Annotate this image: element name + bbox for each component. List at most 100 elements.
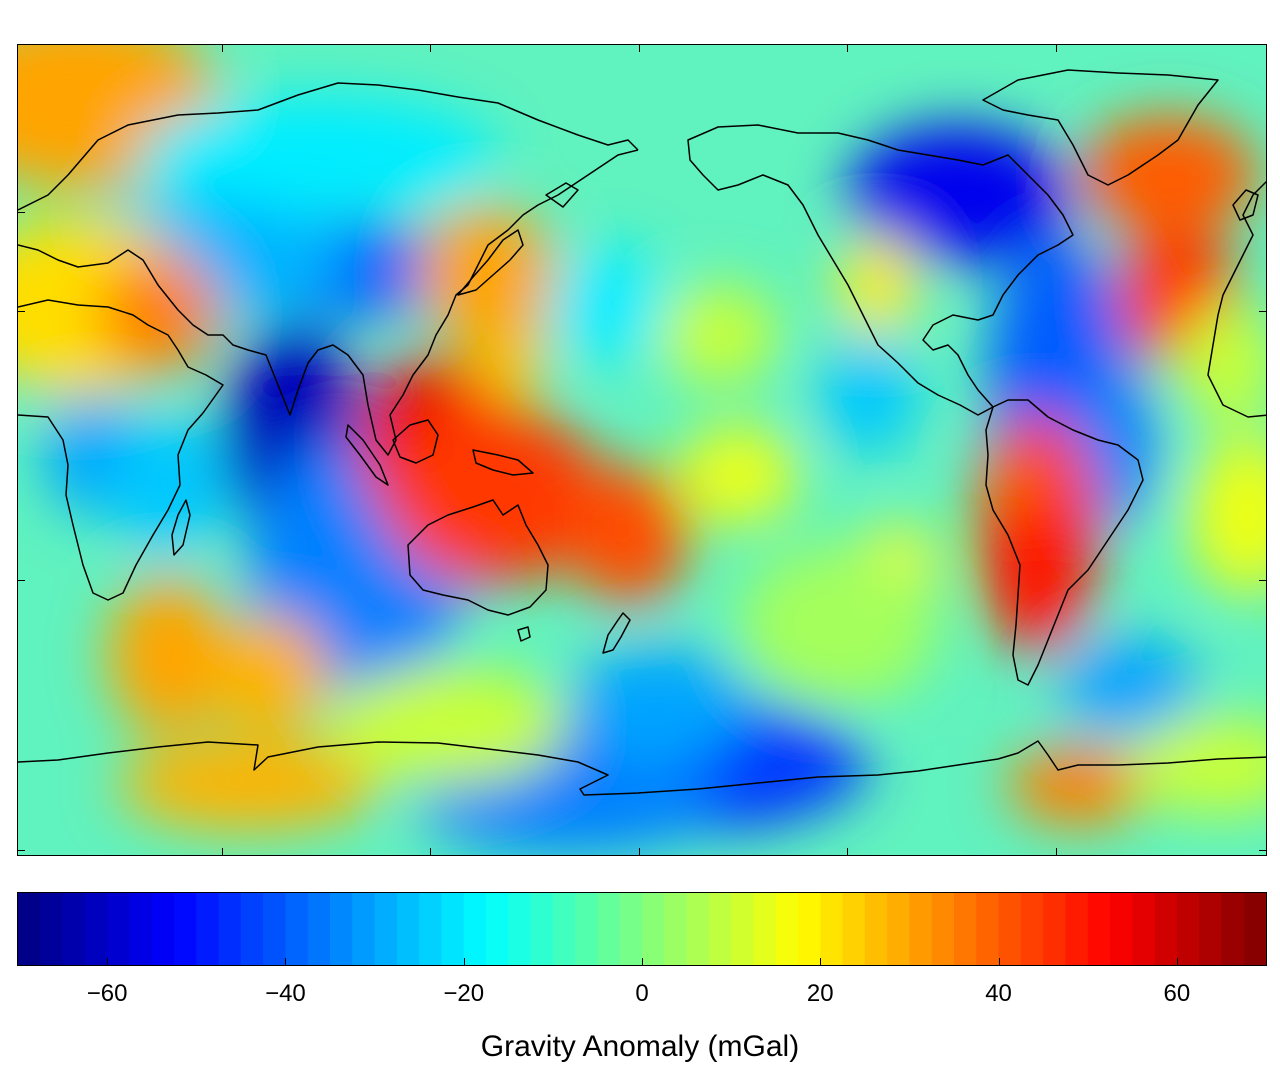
- anomaly-blob: [208, 615, 328, 735]
- anomaly-blob: [1128, 715, 1266, 815]
- colorbar-step: [196, 893, 220, 965]
- colorbar-step: [664, 893, 688, 965]
- colorbar-step: [864, 893, 888, 965]
- colorbar-tick-label: −20: [443, 980, 485, 1007]
- colorbar-step: [352, 893, 376, 965]
- anomaly-blob: [328, 665, 568, 785]
- coastlines: [18, 69, 1266, 796]
- coast-borneo: [392, 419, 439, 464]
- anomaly-blob: [108, 575, 228, 735]
- colorbar-step: [842, 893, 866, 965]
- map-tick-bottom: [847, 848, 848, 856]
- colorbar-tick-label: 40: [985, 980, 1012, 1007]
- coast-north-america: [687, 124, 1074, 416]
- colorbar-step: [1243, 893, 1266, 965]
- colorbar-tick-label: 0: [635, 980, 649, 1007]
- colorbar-tick-mark: [998, 958, 1000, 966]
- colorbar-step: [619, 893, 643, 965]
- colorbar-step: [820, 893, 844, 965]
- colorbar-step: [753, 893, 777, 965]
- colorbar-step: [40, 893, 64, 965]
- colorbar-step: [909, 893, 933, 965]
- colorbar-step: [18, 893, 41, 965]
- map-tick-left: [17, 580, 25, 581]
- colorbar-step: [285, 893, 309, 965]
- colorbar-step: [887, 893, 911, 965]
- colorbar-gradient: [18, 893, 1266, 965]
- map-tick-left: [17, 311, 25, 312]
- anomaly-blob: [108, 415, 228, 555]
- anomaly-blob: [678, 425, 798, 525]
- map-tick-top: [1056, 44, 1057, 52]
- colorbar-tick-mark: [463, 958, 465, 966]
- coast-greenland: [982, 69, 1219, 186]
- colorbar-step: [419, 893, 443, 965]
- anomaly-blob: [418, 205, 558, 345]
- map-tick-left: [17, 850, 25, 851]
- colorbar-step: [218, 893, 242, 965]
- colorbar-step: [552, 893, 576, 965]
- colorbar-step: [1020, 893, 1044, 965]
- anomaly-blob: [383, 405, 603, 585]
- colorbar-step: [62, 893, 86, 965]
- coast-japan-north: [545, 182, 579, 208]
- coast-africa: [18, 299, 224, 601]
- colorbar-step: [84, 893, 108, 965]
- anomaly-blob: [98, 255, 218, 375]
- colorbar-step: [1132, 893, 1156, 965]
- map-tick-bottom: [222, 848, 223, 856]
- colorbar-step: [998, 893, 1022, 965]
- map-tick-bottom: [639, 848, 640, 856]
- colorbar-step: [575, 893, 599, 965]
- anomaly-blob: [1078, 115, 1258, 235]
- anomaly-blob: [138, 95, 498, 215]
- colorbar-tick-mark: [642, 958, 643, 966]
- colorbar-step: [530, 893, 554, 965]
- coast-europe-west: [1207, 180, 1266, 418]
- coast-australia: [407, 499, 549, 616]
- coast-new-zealand: [602, 612, 631, 654]
- map-tick-bottom: [430, 848, 431, 856]
- colorbar: [17, 892, 1267, 966]
- colorbar-tick-mark: [285, 958, 287, 966]
- anomaly-blob: [818, 335, 918, 455]
- colorbar-step: [307, 893, 331, 965]
- anomaly-blob: [1178, 305, 1266, 425]
- anomaly-blob: [568, 465, 688, 605]
- colorbar-step: [708, 893, 732, 965]
- coast-madagascar: [171, 499, 191, 556]
- colorbar-step: [174, 893, 197, 965]
- colorbar-step: [463, 893, 487, 965]
- anomaly-blob: [658, 285, 778, 385]
- colorbar-step: [1154, 893, 1178, 965]
- colorbar-step: [374, 893, 398, 965]
- gravity-anomaly-map: [17, 44, 1267, 856]
- colorbar-step: [731, 893, 755, 965]
- colorbar-step: [486, 893, 509, 965]
- colorbar-tick-label: −60: [86, 980, 128, 1007]
- colorbar-step: [441, 893, 465, 965]
- colorbar-step: [686, 893, 710, 965]
- map-tick-left: [17, 212, 25, 213]
- colorbar-step: [1065, 893, 1089, 965]
- colorbar-step: [129, 893, 153, 965]
- map-canvas: [18, 45, 1266, 855]
- colorbar-step: [931, 893, 955, 965]
- colorbar-step: [151, 893, 175, 965]
- map-tick-top: [222, 44, 223, 52]
- colorbar-step: [1221, 893, 1245, 965]
- anomaly-blob: [738, 545, 938, 705]
- colorbar-step: [330, 893, 353, 965]
- anomaly-blob: [548, 245, 668, 365]
- colorbar-step: [954, 893, 977, 965]
- colorbar-tick-label: −40: [265, 980, 306, 1007]
- colorbar-step: [263, 893, 287, 965]
- coast-south-america: [985, 399, 1144, 686]
- colorbar-step: [1087, 893, 1111, 965]
- map-tick-right: [1259, 311, 1267, 312]
- coast-sumatra: [345, 424, 389, 486]
- colorbar-step: [240, 893, 264, 965]
- colorbar-step: [798, 893, 821, 965]
- colorbar-step: [976, 893, 1000, 965]
- colorbar-title: Gravity Anomaly (mGal): [480, 1030, 800, 1063]
